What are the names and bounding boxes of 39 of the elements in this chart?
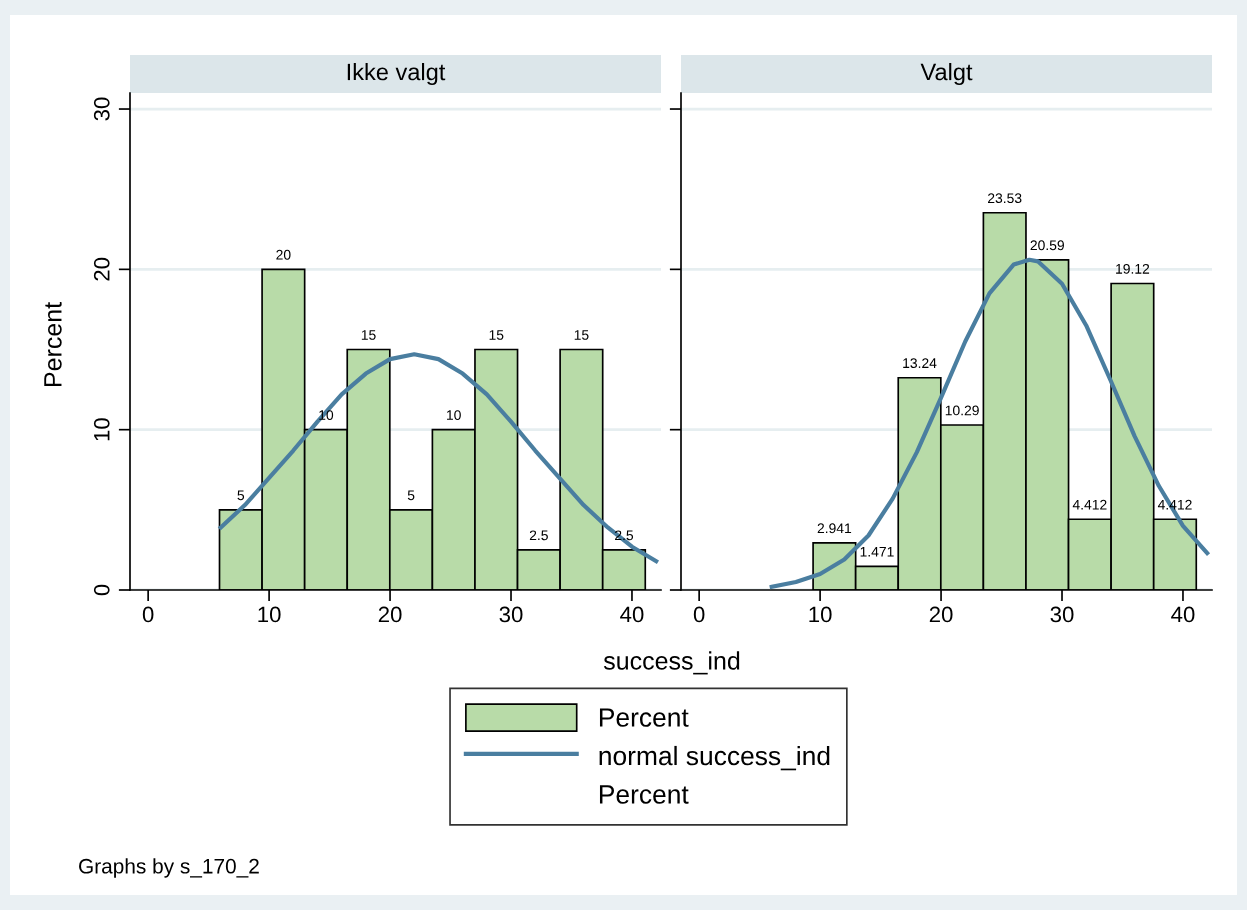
x-tick-label: 0 [693, 606, 705, 623]
data-label: 20 [276, 249, 291, 260]
y-tick-label: 0 [93, 584, 110, 596]
x-tick-label: 30 [499, 606, 523, 623]
data-label: 5 [407, 490, 415, 501]
data-label: 15 [574, 330, 589, 340]
data-label: 13.24 [903, 358, 937, 369]
x-tick-label: 40 [620, 606, 644, 623]
x-tick-label: 40 [1171, 606, 1195, 623]
data-label: 2.941 [817, 523, 852, 534]
data-label: 10 [447, 410, 461, 420]
y-tick-label: 10 [93, 418, 110, 441]
data-label: 2.5 [529, 530, 548, 541]
x-axis-title: success_ind [603, 651, 740, 675]
data-label: 5 [237, 490, 245, 501]
data-label: 15 [489, 330, 504, 340]
data-label: 15 [361, 330, 376, 340]
x-tick-label: 20 [378, 606, 402, 623]
y-axis-title: Percent [44, 302, 62, 387]
data-label: 20.59 [1030, 240, 1064, 251]
chart-title: Ikke valgt [347, 63, 446, 85]
line-series [218, 352, 659, 564]
y-tick-label: 20 [93, 257, 110, 281]
x-tick-label: 10 [809, 606, 832, 623]
x-tick-label: 20 [929, 606, 953, 623]
text: Percent [599, 785, 689, 804]
text: Graphs by s_170_2 [79, 858, 259, 878]
chart-title: Valgt [920, 63, 973, 85]
y-tick-label: 30 [93, 97, 110, 121]
data-label: 19.12 [1116, 263, 1150, 274]
data-label: 23.53 [988, 193, 1022, 204]
x-tick-label: 0 [142, 606, 154, 623]
x-tick-label: 30 [1050, 606, 1074, 623]
legend-label: Percent [599, 708, 689, 727]
data-label: 1.471 [860, 547, 894, 557]
data-label: 4.412 [1072, 499, 1107, 510]
x-tick-label: 10 [258, 606, 281, 623]
data-label: 10.29 [945, 405, 979, 416]
legend-label: normal success_ind [599, 745, 830, 771]
